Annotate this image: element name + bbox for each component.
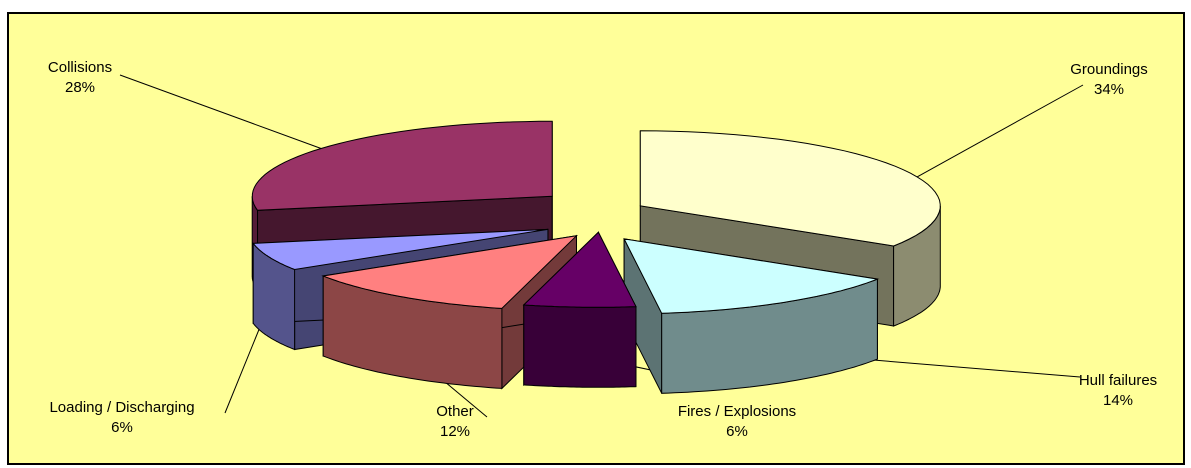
label-hull-failures-name: Hull failures [1078, 372, 1158, 389]
label-hull-failures-value: 14% [1102, 392, 1134, 409]
slice-fires-explosions [522, 231, 637, 388]
label-loading-discharging: Loading / Discharging 6% [49, 398, 194, 438]
label-fires-explosions-name: Fires / Explosions [677, 403, 797, 420]
label-groundings-value: 34% [1093, 81, 1125, 98]
label-collisions-name: Collisions [47, 59, 113, 76]
label-loading-discharging-name: Loading / Discharging [49, 399, 195, 416]
label-collisions-value: 28% [64, 79, 96, 96]
slice-fires-explosions-side [523, 304, 637, 388]
slice-collisions-top [251, 120, 553, 211]
leader-line-groundings [916, 84, 1084, 178]
label-fires-explosions-value: 6% [726, 423, 748, 440]
label-groundings: Groundings 34% [1070, 60, 1148, 100]
label-fires-explosions: Fires / Explosions 6% [678, 402, 796, 442]
label-groundings-name: Groundings [1070, 61, 1148, 78]
label-other-value: 12% [439, 423, 471, 440]
label-collisions: Collisions 28% [48, 58, 112, 98]
slice-other-top [321, 235, 578, 309]
slice-fires-explosions-top [522, 231, 637, 308]
label-hull-failures: Hull failures 14% [1079, 371, 1157, 411]
label-loading-discharging-value: 6% [111, 419, 133, 436]
label-other-name: Other [436, 403, 474, 420]
leader-line-collisions [119, 74, 322, 149]
slice-hull-failures-top [623, 238, 880, 314]
label-other: Other 12% [436, 402, 474, 442]
pie-slices [251, 120, 941, 394]
slice-loading-discharging-top [252, 228, 549, 271]
slice-groundings-top [639, 130, 941, 247]
